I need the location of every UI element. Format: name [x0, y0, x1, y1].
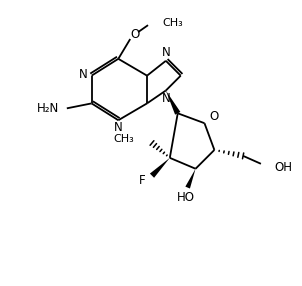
Polygon shape	[150, 158, 170, 178]
Text: OH: OH	[275, 161, 293, 174]
Polygon shape	[166, 90, 180, 115]
Text: N: N	[162, 92, 170, 105]
Text: HO: HO	[177, 191, 195, 204]
Text: N: N	[114, 121, 123, 134]
Text: O: O	[130, 27, 140, 41]
Text: O: O	[210, 110, 219, 123]
Text: CH₃: CH₃	[114, 134, 134, 144]
Text: F: F	[139, 174, 145, 187]
Text: N: N	[162, 46, 170, 59]
Text: H₂N: H₂N	[37, 102, 59, 115]
Text: N: N	[79, 68, 88, 81]
Text: CH₃: CH₃	[162, 18, 183, 28]
Polygon shape	[185, 169, 196, 188]
